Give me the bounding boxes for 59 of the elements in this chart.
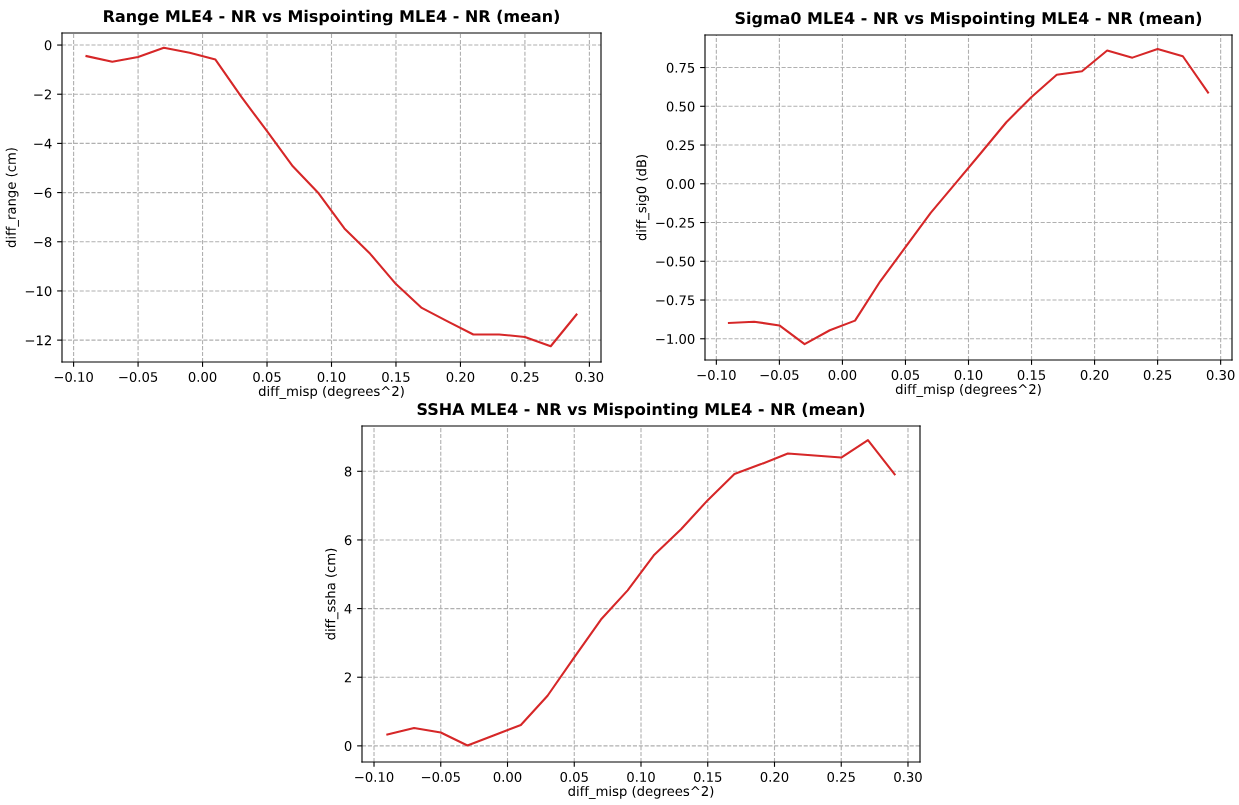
x-tick-label: −0.05 xyxy=(760,369,799,380)
x-tick-label: 0.15 xyxy=(693,771,722,782)
x-tick-label: 0.05 xyxy=(253,371,281,382)
y-tick-label: 0.50 xyxy=(666,101,695,112)
x-axis-title: diff_misp (degrees^2) xyxy=(568,785,714,800)
x-tick-label: 0.25 xyxy=(1143,369,1172,380)
x-tick-label: 0.20 xyxy=(1080,369,1109,380)
x-tick-label: −0.10 xyxy=(54,371,93,382)
y-tick-label: 6 xyxy=(344,535,352,546)
x-tick-label: 0.30 xyxy=(1206,369,1235,380)
y-tick-label: −2 xyxy=(34,89,51,100)
y-tick-label: −8 xyxy=(34,236,52,247)
x-tick-label: 0.25 xyxy=(511,371,539,382)
x-axis-title: diff_misp (degrees^2) xyxy=(258,385,404,400)
y-axis-title: diff_range (cm) xyxy=(5,148,19,248)
chart-title: Range MLE4 - NR vs Mispointing MLE4 - NR (mean) xyxy=(104,9,559,26)
y-tick-label: 8 xyxy=(344,466,352,477)
x-tick-label: −0.05 xyxy=(119,371,158,382)
x-tick-label: 0.10 xyxy=(627,771,655,782)
y-tick-label: 2 xyxy=(344,672,351,683)
line-series xyxy=(85,46,578,348)
x-tick-label: 0.15 xyxy=(382,371,410,382)
x-tick-label: 0.20 xyxy=(760,771,789,782)
chart-title: Sigma0 MLE4 - NR vs Mispointing MLE4 - NR (mean) xyxy=(735,11,1202,28)
y-tick-label: −6 xyxy=(34,187,52,198)
x-tick-label: 0.05 xyxy=(560,771,588,782)
y-tick-label: −4 xyxy=(34,138,52,149)
x-tick-label: 0.10 xyxy=(317,371,346,382)
x-tick-label: 0.10 xyxy=(954,369,983,380)
x-tick-label: −0.10 xyxy=(355,771,394,782)
y-tick-label: −12 xyxy=(25,335,51,346)
chart-title: SSHA MLE4 - NR vs Mispointing MLE4 - NR (mean) xyxy=(417,402,865,419)
y-axis-title: diff_sig0 (dB) xyxy=(636,155,650,241)
y-tick-label: −1.00 xyxy=(656,333,695,344)
y-tick-label: −10 xyxy=(25,286,52,297)
x-tick-label: −0.10 xyxy=(697,369,736,380)
x-tick-label: 0.30 xyxy=(894,771,922,782)
x-tick-label: 0.05 xyxy=(891,369,919,380)
line-series xyxy=(386,439,896,747)
x-tick-label: 0.15 xyxy=(1017,369,1046,380)
x-tick-label: 0.00 xyxy=(493,771,522,782)
x-tick-label: 0.20 xyxy=(446,371,475,382)
y-tick-label: 0.00 xyxy=(666,179,695,189)
y-tick-label: −0.25 xyxy=(656,217,695,228)
y-tick-label: 4 xyxy=(344,603,352,614)
y-tick-label: −0.50 xyxy=(656,256,695,267)
x-tick-label: 0.25 xyxy=(827,771,855,782)
x-axis-title: diff_misp (degrees^2) xyxy=(895,383,1041,398)
x-tick-label: 0.00 xyxy=(828,369,857,380)
y-tick-label: 0.25 xyxy=(666,140,695,151)
x-tick-label: 0.30 xyxy=(575,371,604,382)
y-tick-label: −0.75 xyxy=(656,295,695,306)
y-axis-title: diff_ssha (cm) xyxy=(325,548,339,640)
y-tick-label: 0.75 xyxy=(666,62,695,73)
x-tick-label: −0.05 xyxy=(421,771,460,782)
y-tick-label: 0 xyxy=(344,741,352,752)
y-tick-label: 0 xyxy=(44,40,52,51)
x-tick-label: 0.00 xyxy=(188,371,217,382)
line-series xyxy=(727,48,1210,346)
